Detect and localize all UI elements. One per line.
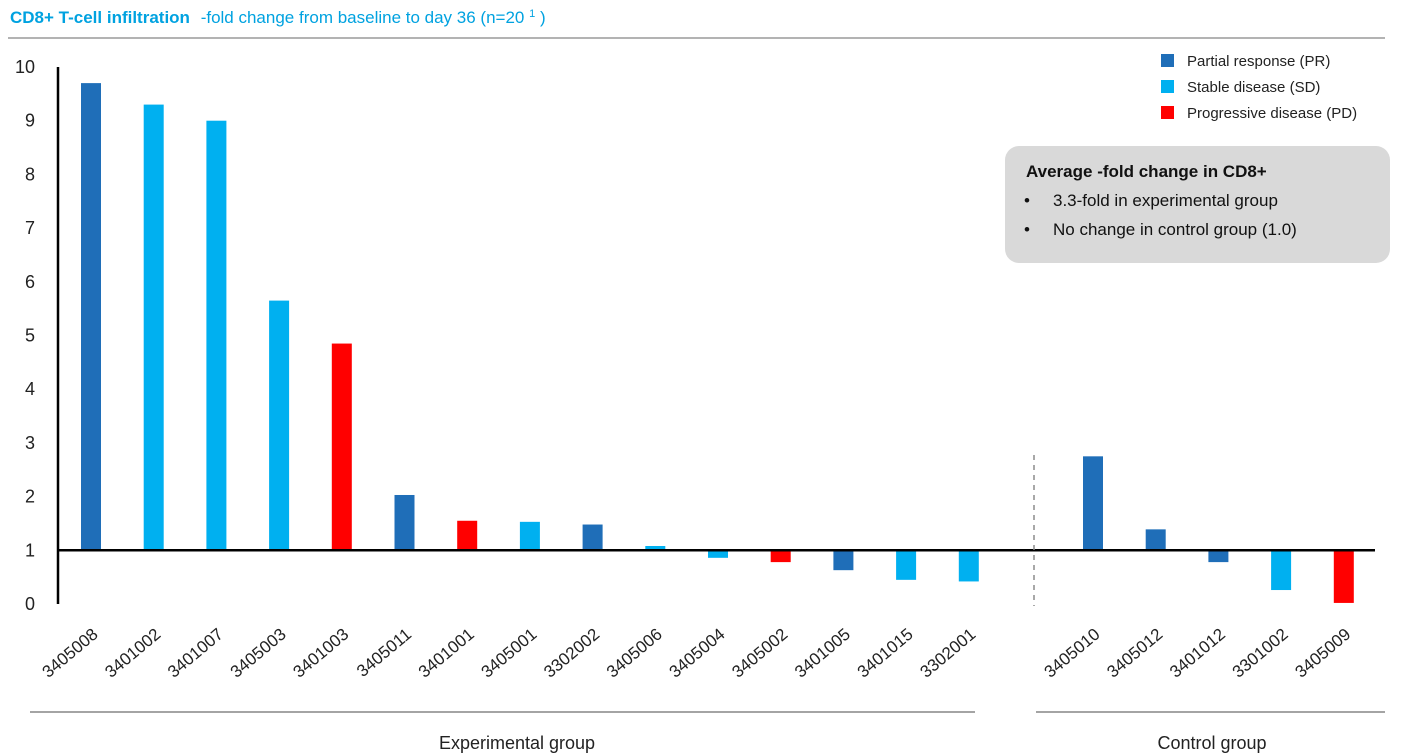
x-tick-label: 3302001 bbox=[916, 625, 979, 682]
x-tick-label: 3405012 bbox=[1103, 625, 1166, 682]
x-tick-label: 3405002 bbox=[728, 625, 791, 682]
legend: Partial response (PR) Stable disease (SD)… bbox=[1161, 53, 1357, 122]
bar-3405011 bbox=[394, 494, 415, 551]
chart-title-line: CD8+ T-cell infiltration -fold change fr… bbox=[10, 2, 546, 27]
chart-subtitle-close: ) bbox=[540, 8, 546, 27]
x-tick-label: 3405009 bbox=[1291, 625, 1354, 682]
bar-3401003 bbox=[331, 343, 352, 551]
callout-background bbox=[1005, 146, 1390, 263]
y-tick-label: 4 bbox=[25, 379, 35, 399]
x-tick-label: 3405004 bbox=[666, 625, 729, 682]
bar-3302002 bbox=[582, 524, 603, 551]
y-tick-label: 7 bbox=[25, 218, 35, 238]
x-tick-label: 3405010 bbox=[1041, 625, 1104, 682]
legend-label-pr: Partial response (PR) bbox=[1187, 53, 1330, 70]
group-labels: Experimental group Control group bbox=[30, 711, 1385, 753]
y-tick-label: 0 bbox=[25, 594, 35, 614]
bar-3405003 bbox=[269, 300, 290, 551]
callout-item-2: No change in control group (1.0) bbox=[1053, 220, 1297, 239]
chart-subtitle: -fold change from baseline to day 36 (n=… bbox=[201, 8, 525, 27]
x-tick-label: 3405006 bbox=[603, 625, 666, 682]
legend-swatch-pr bbox=[1161, 54, 1174, 67]
bar-3301002 bbox=[1271, 550, 1292, 591]
bar-3401007 bbox=[206, 120, 227, 551]
x-tick-label: 3302002 bbox=[540, 625, 603, 682]
bar-3302001 bbox=[958, 550, 979, 582]
x-tick-label: 3401007 bbox=[164, 625, 227, 682]
bar-3401005 bbox=[833, 550, 854, 571]
y-tick-label: 2 bbox=[25, 487, 35, 507]
chart-subtitle-superscript: 1 bbox=[529, 8, 535, 20]
legend-swatch-pd bbox=[1161, 106, 1174, 119]
x-tick-labels: 3405008 3401002 3401007 3405003 3401003 34050… bbox=[39, 625, 1355, 682]
callout-item-1: 3.3-fold in experimental group bbox=[1053, 191, 1278, 210]
y-tick-label: 6 bbox=[25, 272, 35, 292]
experimental-group-label: Experimental group bbox=[439, 733, 595, 753]
callout-bullet-icon: • bbox=[1024, 220, 1030, 239]
x-tick-label: 3401012 bbox=[1166, 625, 1229, 682]
bar-3401015 bbox=[896, 550, 917, 580]
x-tick-label: 3405001 bbox=[478, 625, 541, 682]
chart-title: CD8+ T-cell infiltration bbox=[10, 8, 190, 27]
bar-3401002 bbox=[143, 104, 164, 551]
x-tick-label: 3401002 bbox=[101, 625, 164, 682]
bar-3405006 bbox=[645, 546, 666, 551]
bars bbox=[81, 83, 1354, 603]
legend-label-sd: Stable disease (SD) bbox=[1187, 79, 1320, 96]
x-tick-label: 3401003 bbox=[289, 625, 352, 682]
control-group-label: Control group bbox=[1157, 733, 1266, 753]
y-tick-label: 10 bbox=[15, 57, 35, 77]
y-tick-label: 9 bbox=[25, 111, 35, 131]
bar-3405012 bbox=[1145, 529, 1166, 551]
axes-lines bbox=[56, 67, 1375, 606]
bar-3401012 bbox=[1208, 550, 1229, 563]
bar-3401001 bbox=[457, 520, 478, 551]
x-tick-label: 3405011 bbox=[353, 625, 415, 681]
bar-3405009 bbox=[1333, 550, 1354, 603]
y-tick-label: 3 bbox=[25, 433, 35, 453]
callout-title: Average -fold change in CD8+ bbox=[1026, 162, 1267, 181]
y-axis: 0 1 2 3 4 5 6 7 8 9 10 bbox=[15, 57, 35, 614]
callout-bullet-icon: • bbox=[1024, 191, 1030, 210]
legend-label-pd: Progressive disease (PD) bbox=[1187, 105, 1357, 122]
bar-3405010 bbox=[1083, 456, 1103, 551]
y-tick-label: 5 bbox=[25, 326, 35, 346]
x-tick-label: 3401005 bbox=[791, 625, 854, 682]
legend-swatch-sd bbox=[1161, 80, 1174, 93]
x-tick-label: 3401015 bbox=[854, 625, 917, 682]
x-tick-label: 3405003 bbox=[227, 625, 290, 682]
bar-3405001 bbox=[519, 521, 540, 551]
x-tick-label: 3301002 bbox=[1229, 625, 1292, 682]
bar-3405008 bbox=[81, 83, 101, 551]
y-tick-label: 8 bbox=[25, 164, 35, 184]
bar-3405004 bbox=[708, 550, 728, 558]
y-tick-label: 1 bbox=[25, 540, 35, 560]
bar-3405002 bbox=[770, 550, 791, 563]
x-tick-label: 3405008 bbox=[39, 625, 102, 682]
callout-box: Average -fold change in CD8+ • 3.3-fold … bbox=[1005, 146, 1390, 263]
x-tick-label: 3401001 bbox=[415, 625, 478, 682]
